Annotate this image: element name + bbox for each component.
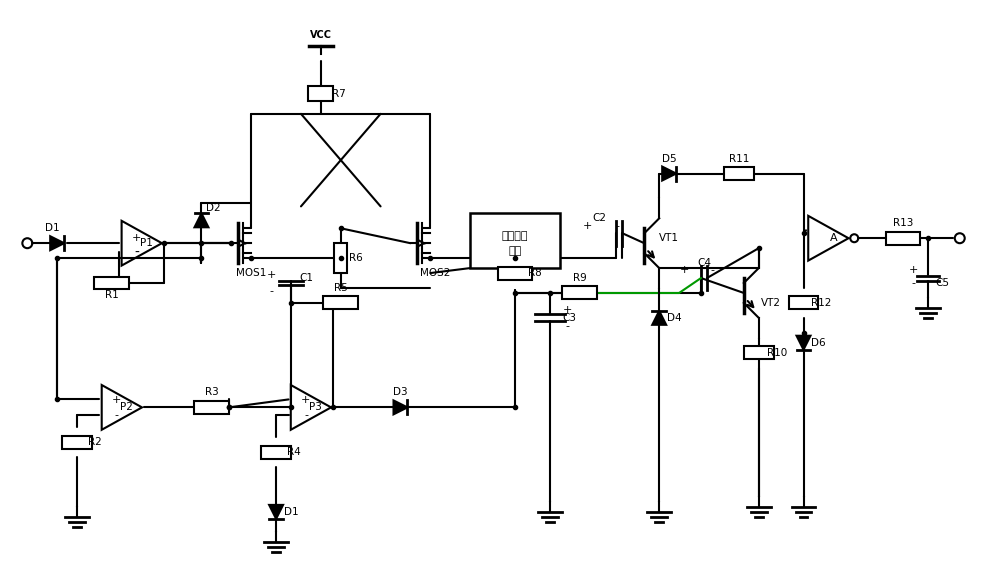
Text: -: - — [911, 278, 915, 288]
Text: P2: P2 — [120, 402, 133, 412]
Text: R6: R6 — [349, 253, 363, 263]
Text: R13: R13 — [893, 218, 913, 228]
Bar — [470, 214, 560, 268]
Text: 缓冲放大: 缓冲放大 — [502, 231, 528, 241]
Text: R10: R10 — [767, 348, 787, 358]
Bar — [62, 436, 92, 449]
Text: D3: D3 — [393, 387, 408, 398]
Text: R4: R4 — [287, 447, 301, 457]
Bar — [308, 86, 333, 102]
Text: R1: R1 — [105, 290, 119, 300]
Text: D2: D2 — [206, 203, 221, 214]
Text: +: + — [583, 222, 592, 231]
Polygon shape — [662, 166, 676, 181]
Text: R5: R5 — [334, 283, 348, 293]
Text: +: + — [266, 270, 276, 280]
Bar — [886, 232, 920, 245]
Bar — [194, 401, 229, 414]
Text: D1: D1 — [45, 223, 60, 233]
Text: R7: R7 — [332, 89, 346, 99]
Bar — [323, 296, 358, 310]
Bar — [562, 286, 597, 299]
Bar — [744, 346, 774, 359]
Text: 电路: 电路 — [508, 246, 522, 256]
Text: VCC: VCC — [310, 30, 332, 40]
Text: R8: R8 — [528, 268, 542, 278]
Text: MOS1: MOS1 — [236, 268, 266, 278]
Text: +: + — [112, 395, 122, 406]
Text: C1: C1 — [299, 273, 313, 283]
Text: P3: P3 — [309, 402, 322, 412]
Text: R12: R12 — [811, 298, 832, 308]
Text: VT2: VT2 — [761, 298, 781, 308]
Text: R3: R3 — [205, 387, 218, 398]
Text: -: - — [710, 265, 714, 275]
Text: C4: C4 — [697, 258, 711, 268]
Text: C3: C3 — [563, 313, 577, 323]
Bar — [724, 167, 754, 180]
Text: -: - — [304, 410, 308, 420]
Text: -: - — [134, 246, 139, 260]
Text: +: + — [132, 233, 141, 243]
Text: C2: C2 — [593, 214, 607, 223]
Text: D5: D5 — [662, 153, 676, 164]
Polygon shape — [269, 505, 283, 519]
Bar — [789, 296, 818, 310]
Text: -: - — [566, 321, 570, 331]
Polygon shape — [394, 400, 407, 415]
Text: VT1: VT1 — [659, 233, 679, 243]
Polygon shape — [797, 336, 810, 350]
Text: MOS2: MOS2 — [420, 268, 451, 278]
Text: R11: R11 — [729, 153, 749, 164]
Text: R2: R2 — [88, 437, 102, 447]
Text: D4: D4 — [667, 313, 681, 323]
Bar — [498, 266, 532, 279]
Polygon shape — [195, 214, 208, 227]
Polygon shape — [50, 236, 64, 250]
Text: A: A — [830, 233, 837, 243]
Text: +: + — [679, 265, 689, 275]
Text: -: - — [269, 286, 273, 296]
Text: -: - — [615, 222, 619, 231]
Text: C5: C5 — [936, 278, 950, 288]
Bar — [334, 243, 347, 273]
Text: D6: D6 — [811, 338, 826, 348]
Text: +: + — [908, 265, 918, 275]
Text: R9: R9 — [573, 273, 586, 283]
Text: +: + — [563, 305, 572, 315]
Text: -: - — [115, 410, 119, 420]
Bar — [94, 277, 129, 290]
Text: D1: D1 — [284, 507, 298, 517]
Text: +: + — [301, 395, 311, 406]
Bar — [261, 446, 291, 458]
Polygon shape — [652, 311, 666, 325]
Text: P1: P1 — [140, 238, 153, 248]
